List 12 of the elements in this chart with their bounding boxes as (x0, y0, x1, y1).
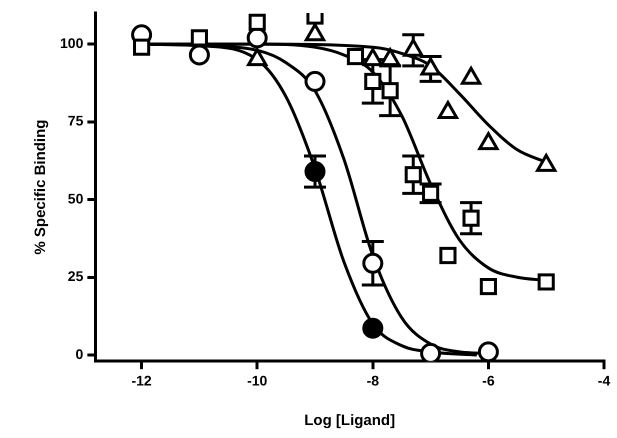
x-tick-label: -6 (482, 372, 495, 388)
x-axis-title: Log [Ligand] (304, 412, 396, 430)
y-tick-label: 75 (68, 112, 84, 129)
y-tick-label: 50 (68, 190, 84, 206)
y-tick-label: 100 (60, 34, 84, 51)
x-tick-label: -10 (247, 372, 268, 388)
y-tick-label: 25 (68, 268, 84, 284)
y-tick-label: 0 (76, 346, 84, 362)
y-axis-title: % Specific Binding (32, 120, 50, 255)
x-tick-label: -4 (598, 372, 610, 388)
x-tick-label: -8 (366, 372, 380, 388)
x-tick-label: -12 (131, 372, 152, 388)
